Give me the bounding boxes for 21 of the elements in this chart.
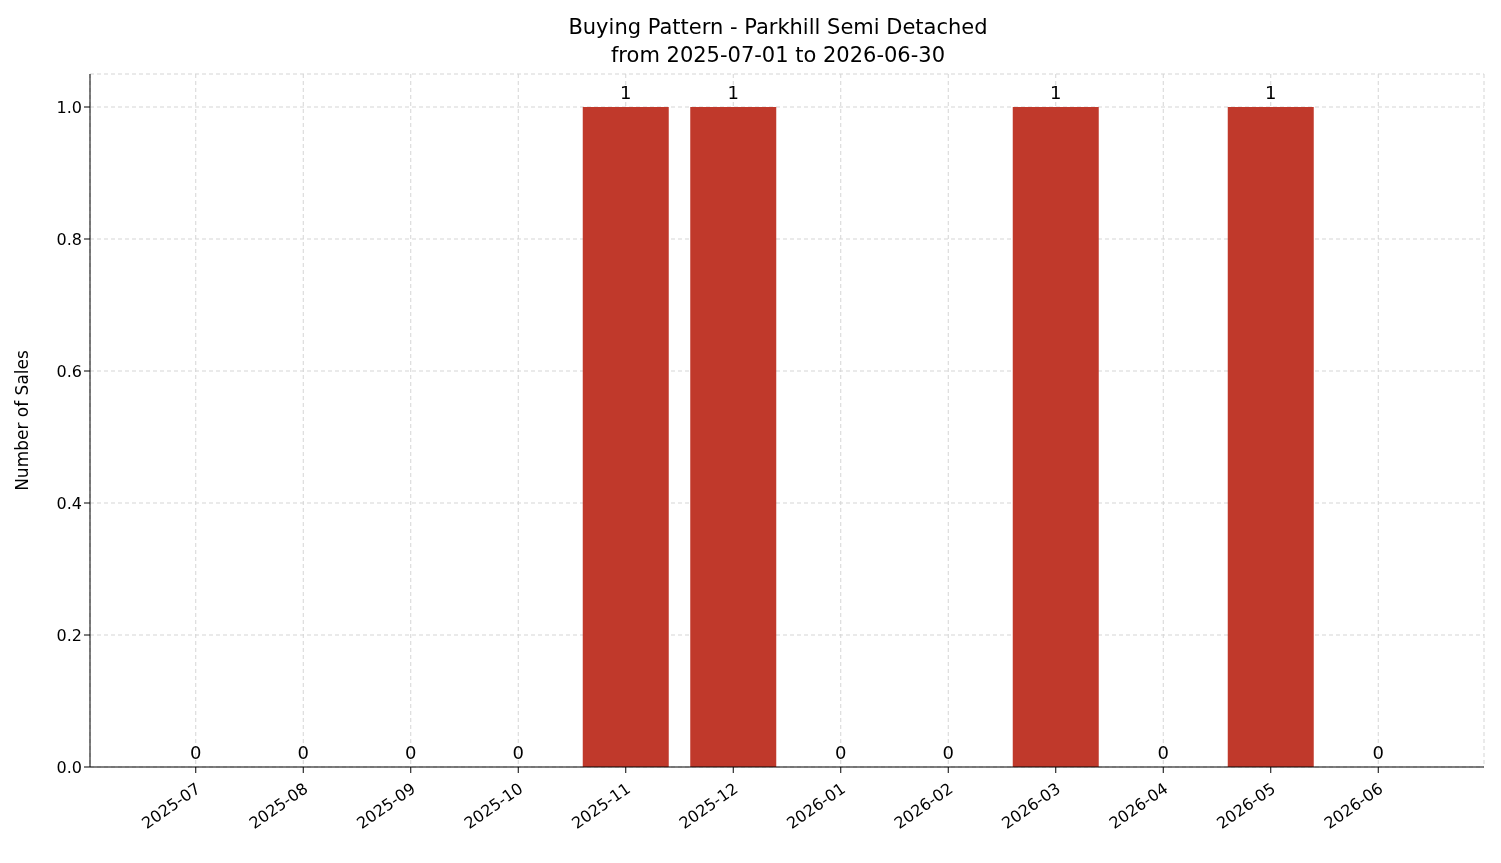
chart-subtitle: from 2025-07-01 to 2026-06-30: [609, 42, 947, 69]
data-label: 0: [190, 742, 202, 763]
data-label: 1: [727, 82, 739, 103]
y-tick-label: 1.0: [56, 97, 82, 117]
data-label: 0: [512, 742, 524, 763]
chart-title: Buying Pattern - Parkhill Semi Detached: [567, 14, 989, 41]
y-axis-title: Number of Sales: [12, 349, 33, 491]
data-label: 0: [297, 742, 309, 763]
data-label: 1: [620, 82, 632, 103]
data-label: 0: [835, 742, 847, 763]
data-label: 0: [405, 742, 417, 763]
data-label: 0: [1372, 742, 1384, 763]
y-tick-label: 0.6: [56, 361, 82, 381]
y-tick-label: 0.8: [56, 229, 82, 249]
y-tick-label: 0.4: [56, 493, 82, 513]
y-tick-label: 0.0: [56, 757, 82, 777]
data-label: 1: [1265, 82, 1277, 103]
data-label: 0: [1157, 742, 1169, 763]
y-tick-label: 0.2: [56, 625, 82, 645]
data-label: 1: [1050, 82, 1062, 103]
data-label: 0: [942, 742, 954, 763]
